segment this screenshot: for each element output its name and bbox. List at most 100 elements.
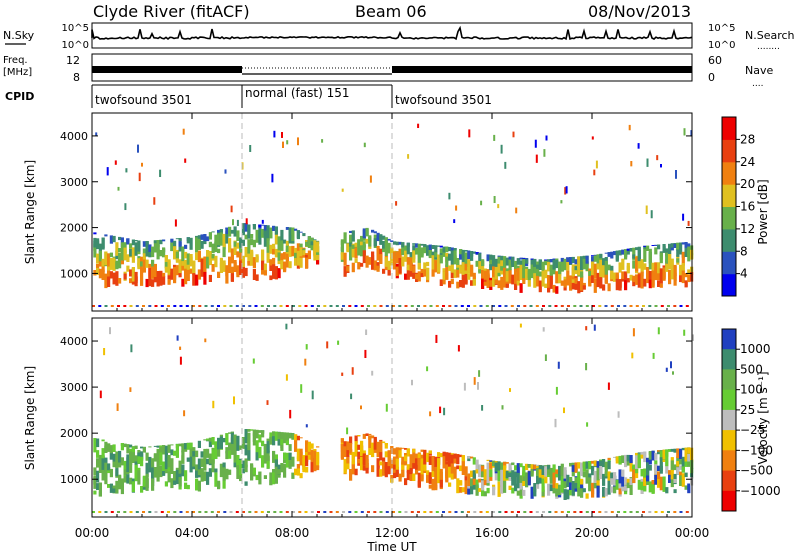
velocity-echo-cell bbox=[283, 432, 287, 444]
velocity-echo-cell bbox=[162, 445, 166, 455]
velocity-echo-cell bbox=[96, 470, 100, 483]
power-sparse-echo bbox=[656, 155, 659, 161]
power-colorbar-label: Power [dB] bbox=[756, 179, 770, 244]
power-echo-cell bbox=[109, 258, 113, 270]
velocity-echo-cell bbox=[516, 463, 520, 474]
velocity-echo-cell bbox=[406, 471, 410, 481]
power-echo-cell bbox=[533, 266, 537, 280]
velocity-echo-cell bbox=[214, 472, 218, 487]
freq-tick-top: 12 bbox=[66, 54, 80, 67]
power-echo-cell bbox=[112, 272, 116, 285]
power-echo-cell bbox=[228, 258, 232, 273]
power-echo-cell bbox=[269, 275, 273, 281]
velocity-echo-cell bbox=[453, 458, 457, 464]
velocity-echo-cell bbox=[494, 462, 498, 472]
power-sparse-echo bbox=[497, 204, 500, 209]
velocity-echo-cell bbox=[398, 473, 402, 479]
power-echo-cell bbox=[236, 230, 240, 241]
power-echo-cell bbox=[453, 269, 457, 278]
velocity-echo-cell bbox=[219, 436, 223, 449]
power-near-range-echo bbox=[167, 305, 170, 307]
power-echo-cell bbox=[156, 271, 160, 287]
velocity-echo-cell bbox=[544, 476, 548, 484]
velocity-echo-cell bbox=[442, 462, 446, 468]
power-echo-cell bbox=[203, 271, 207, 285]
velocity-echo-cell bbox=[142, 446, 146, 453]
velocity-echo-cell bbox=[206, 438, 210, 441]
velocity-sparse-echo bbox=[657, 327, 660, 335]
power-echo-cell bbox=[607, 283, 611, 292]
velocity-echo-cell bbox=[401, 462, 405, 472]
velocity-echo-cell bbox=[368, 440, 372, 449]
velocity-echo-cell bbox=[665, 460, 669, 474]
power-echo-cell bbox=[456, 258, 460, 265]
velocity-near-range-echo bbox=[604, 511, 608, 513]
velocity-echo-cell bbox=[673, 489, 677, 494]
power-echo-cell bbox=[129, 243, 133, 251]
nsky-trace bbox=[91, 25, 693, 41]
power-echo-cell bbox=[126, 265, 130, 272]
power-colorbar-swatch bbox=[722, 206, 736, 230]
power-echo-cell bbox=[211, 243, 215, 254]
power-near-range-echo bbox=[217, 305, 220, 307]
power-echo-cell bbox=[541, 274, 545, 287]
power-near-range-echo bbox=[523, 305, 527, 307]
power-echo-cell bbox=[522, 267, 526, 279]
power-echo-cell bbox=[208, 274, 212, 282]
velocity-near-range-echo bbox=[448, 511, 452, 513]
velocity-echo-cell bbox=[654, 474, 658, 485]
power-colorbar-swatch bbox=[722, 184, 736, 207]
power-echo-cell bbox=[401, 249, 405, 256]
power-echo-cell bbox=[178, 238, 182, 242]
power-echo-cell bbox=[112, 257, 116, 271]
velocity-echo-cell bbox=[497, 481, 501, 497]
power-echo-cell bbox=[145, 278, 149, 288]
power-echo-cell bbox=[153, 240, 157, 253]
velocity-echo-cell bbox=[489, 469, 493, 477]
velocity-echo-cell bbox=[197, 440, 201, 448]
velocity-sparse-echo bbox=[311, 390, 314, 400]
velocity-echo-cell bbox=[519, 482, 523, 490]
count-tick-right-top: 10^5 bbox=[708, 23, 735, 34]
velocity-echo-cell bbox=[96, 438, 100, 448]
power-sparse-echo bbox=[297, 137, 299, 146]
power-sparse-echo bbox=[417, 123, 420, 129]
velocity-echo-cell bbox=[307, 441, 311, 452]
velocity-echo-cell bbox=[541, 465, 545, 475]
power-echo-cell bbox=[569, 275, 573, 291]
power-echo-cell bbox=[602, 284, 606, 291]
power-echo-cell bbox=[571, 264, 575, 277]
power-echo-cell bbox=[470, 251, 474, 257]
power-echo-cell bbox=[192, 263, 196, 276]
velocity-echo-cell bbox=[602, 459, 606, 468]
velocity-near-range-echo bbox=[523, 511, 527, 513]
power-sparse-echo bbox=[512, 131, 515, 138]
power-echo-cell bbox=[96, 238, 100, 250]
velocity-echo-cell bbox=[500, 469, 504, 486]
power-echo-cell bbox=[544, 259, 548, 261]
cpid-segment-1: twofsound 3501 bbox=[95, 93, 192, 107]
power-echo-cell bbox=[387, 260, 391, 270]
velocity-echo-cell bbox=[398, 476, 402, 482]
power-sparse-echo bbox=[560, 200, 563, 204]
power-echo-cell bbox=[214, 234, 218, 248]
power-near-range-echo bbox=[660, 305, 664, 307]
velocity-echo-cell bbox=[684, 472, 688, 478]
velocity-echo-cell bbox=[569, 490, 573, 496]
power-echo-cell bbox=[382, 268, 386, 274]
power-echo-cell bbox=[184, 268, 188, 285]
velocity-colorbar-tick-label: −25 bbox=[740, 423, 765, 437]
velocity-echo-cell bbox=[445, 470, 449, 483]
velocity-echo-cell bbox=[120, 443, 124, 451]
velocity-echo-cell bbox=[156, 445, 160, 448]
velocity-echo-cell bbox=[519, 494, 523, 499]
velocity-echo-cell bbox=[343, 446, 347, 457]
velocity-echo-cell bbox=[508, 485, 512, 490]
power-echo-cell bbox=[483, 270, 487, 278]
velocity-echo-cell bbox=[112, 453, 116, 462]
power-echo-cell bbox=[478, 261, 482, 270]
velocity-echo-cell bbox=[222, 477, 226, 489]
velocity-echo-cell bbox=[236, 464, 240, 479]
velocity-echo-cell bbox=[662, 476, 666, 492]
power-echo-cell bbox=[401, 242, 405, 248]
